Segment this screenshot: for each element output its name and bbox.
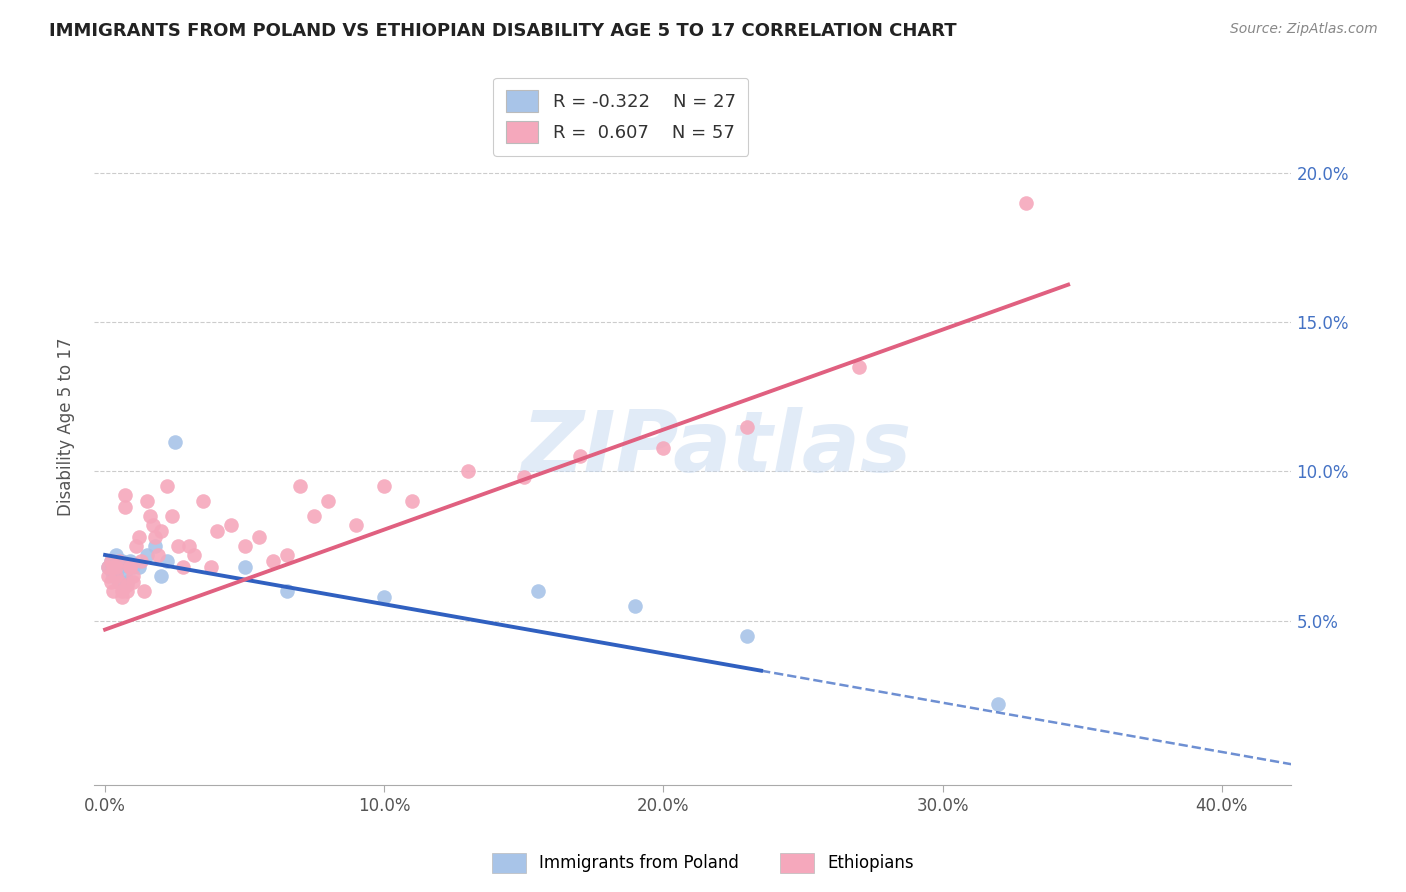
Point: [735, 419, 758, 434]
Point: [114, 488, 136, 502]
Y-axis label: Disability Age 5 to 17: Disability Age 5 to 17: [58, 337, 75, 516]
Point: [100, 574, 122, 589]
Point: [131, 554, 153, 568]
Point: [652, 441, 675, 455]
Point: [233, 560, 256, 574]
Point: [191, 494, 214, 508]
Point: [108, 554, 131, 568]
Point: [120, 560, 142, 574]
Point: [120, 554, 142, 568]
Text: IMMIGRANTS FROM POLAND VS ETHIOPIAN DISABILITY AGE 5 TO 17 CORRELATION CHART: IMMIGRANTS FROM POLAND VS ETHIOPIAN DISA…: [49, 22, 957, 40]
Point: [160, 509, 183, 524]
Point: [318, 494, 340, 508]
Point: [111, 590, 134, 604]
Point: [122, 560, 145, 574]
Point: [105, 560, 128, 574]
Point: [117, 583, 139, 598]
Point: [103, 569, 125, 583]
Point: [166, 539, 188, 553]
Point: [247, 530, 270, 544]
Point: [262, 554, 284, 568]
Point: [155, 479, 177, 493]
Point: [233, 539, 256, 553]
Point: [128, 560, 150, 574]
Point: [117, 578, 139, 592]
Point: [373, 479, 395, 493]
Point: [735, 628, 758, 642]
Point: [344, 518, 367, 533]
Point: [987, 697, 1010, 711]
Point: [136, 548, 159, 562]
Point: [139, 509, 162, 524]
Point: [183, 548, 205, 562]
Point: [149, 569, 172, 583]
Point: [526, 583, 548, 598]
Point: [103, 583, 125, 598]
Point: [105, 569, 128, 583]
Point: [108, 574, 131, 589]
Point: [105, 566, 128, 580]
Point: [848, 359, 870, 374]
Point: [108, 560, 131, 574]
Point: [290, 479, 312, 493]
Point: [100, 554, 122, 568]
Point: [143, 539, 166, 553]
Point: [114, 500, 136, 515]
Point: [205, 524, 228, 538]
Point: [111, 583, 134, 598]
Point: [108, 574, 131, 589]
Point: [200, 560, 222, 574]
Point: [276, 583, 298, 598]
Point: [122, 574, 145, 589]
Point: [1015, 195, 1038, 210]
Point: [103, 560, 125, 574]
Point: [128, 530, 150, 544]
Point: [136, 494, 159, 508]
Point: [97, 569, 120, 583]
Point: [149, 524, 172, 538]
Point: [97, 560, 120, 574]
Point: [624, 599, 647, 613]
Point: [141, 518, 163, 533]
Point: [105, 548, 128, 562]
Point: [177, 539, 200, 553]
Point: [155, 554, 177, 568]
Point: [97, 560, 120, 574]
Legend: R = -0.322    N = 27, R =  0.607    N = 57: R = -0.322 N = 27, R = 0.607 N = 57: [494, 78, 748, 156]
Point: [219, 518, 242, 533]
Point: [457, 464, 479, 478]
Point: [100, 554, 122, 568]
Point: [122, 569, 145, 583]
Point: [304, 509, 326, 524]
Point: [125, 539, 148, 553]
Point: [146, 548, 169, 562]
Point: [100, 563, 122, 577]
Point: [401, 494, 423, 508]
Point: [163, 434, 186, 449]
Point: [143, 530, 166, 544]
Point: [111, 554, 134, 568]
Legend: Immigrants from Poland, Ethiopians: Immigrants from Poland, Ethiopians: [485, 847, 921, 880]
Text: Source: ZipAtlas.com: Source: ZipAtlas.com: [1230, 22, 1378, 37]
Point: [117, 574, 139, 589]
Point: [568, 450, 591, 464]
Point: [373, 590, 395, 604]
Point: [134, 583, 156, 598]
Text: ZIPatlas: ZIPatlas: [522, 407, 911, 490]
Point: [120, 560, 142, 574]
Point: [114, 569, 136, 583]
Point: [103, 560, 125, 574]
Point: [513, 470, 536, 484]
Point: [172, 560, 194, 574]
Point: [276, 548, 298, 562]
